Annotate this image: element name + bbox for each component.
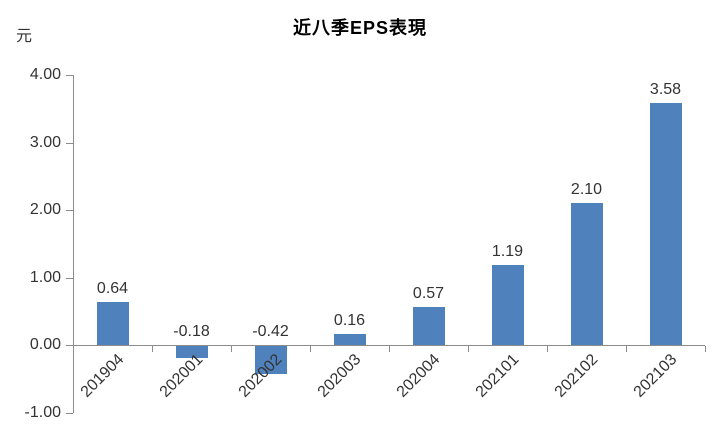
bar: [254, 346, 287, 374]
y-axis-tick-mark: [66, 345, 73, 346]
chart-title: 近八季EPS表現: [292, 18, 428, 38]
bar: [96, 302, 129, 345]
x-axis-tick-mark: [705, 346, 706, 352]
x-axis-tick-mark: [73, 346, 74, 352]
bar-value-label: 3.58: [649, 81, 682, 98]
x-axis-tick-mark: [389, 346, 390, 352]
y-axis-tick-mark: [66, 210, 73, 211]
bar: [333, 334, 366, 345]
x-axis-category-label: 202101: [472, 351, 523, 401]
bar-value-label: 0.57: [412, 285, 445, 302]
x-axis-category-label: 202102: [551, 351, 602, 401]
y-axis-tick-mark: [66, 412, 73, 414]
x-axis-line: [73, 345, 705, 346]
x-axis-tick-mark: [310, 346, 311, 352]
y-axis-tick-label: 1.00: [29, 268, 61, 286]
y-axis-tick-mark: [66, 277, 73, 279]
x-axis-tick-mark: [626, 346, 627, 352]
bar-value-label: 1.19: [491, 243, 524, 260]
x-axis-tick-mark: [231, 346, 232, 352]
bar-value-label: 2.10: [570, 181, 603, 198]
y-axis-tick-label: 4.00: [29, 66, 61, 83]
x-axis-category-label: 202004: [393, 351, 444, 401]
y-axis-tick-label: 0.00: [29, 336, 61, 353]
y-axis-tick-mark: [66, 142, 73, 144]
bar: [412, 307, 445, 345]
x-axis-tick-mark: [152, 346, 153, 352]
x-axis-category-label: 202103: [630, 351, 681, 401]
y-axis-line: [73, 75, 74, 413]
bar-value-label: 0.16: [333, 312, 366, 329]
y-axis-tick-mark: [66, 75, 73, 76]
bar-value-label: -0.42: [252, 323, 289, 340]
bar: [649, 103, 682, 345]
bar: [175, 346, 208, 358]
y-axis-tick-label: 2.00: [29, 201, 61, 218]
y-axis-tick-label: -1.00: [24, 403, 61, 421]
y-axis-tick-label: 3.00: [29, 133, 61, 151]
bar: [570, 203, 603, 345]
bar: [491, 265, 524, 345]
x-axis-category-label: 202001: [156, 351, 207, 401]
y-axis-unit-label: 元: [16, 28, 33, 45]
x-axis-tick-mark: [547, 346, 548, 352]
x-axis-category-label: 201904: [77, 351, 128, 401]
x-axis-tick-mark: [468, 346, 469, 352]
bar-value-label: 0.64: [96, 280, 129, 297]
bar-value-label: -0.18: [173, 323, 210, 340]
x-axis-category-label: 202003: [314, 351, 365, 401]
